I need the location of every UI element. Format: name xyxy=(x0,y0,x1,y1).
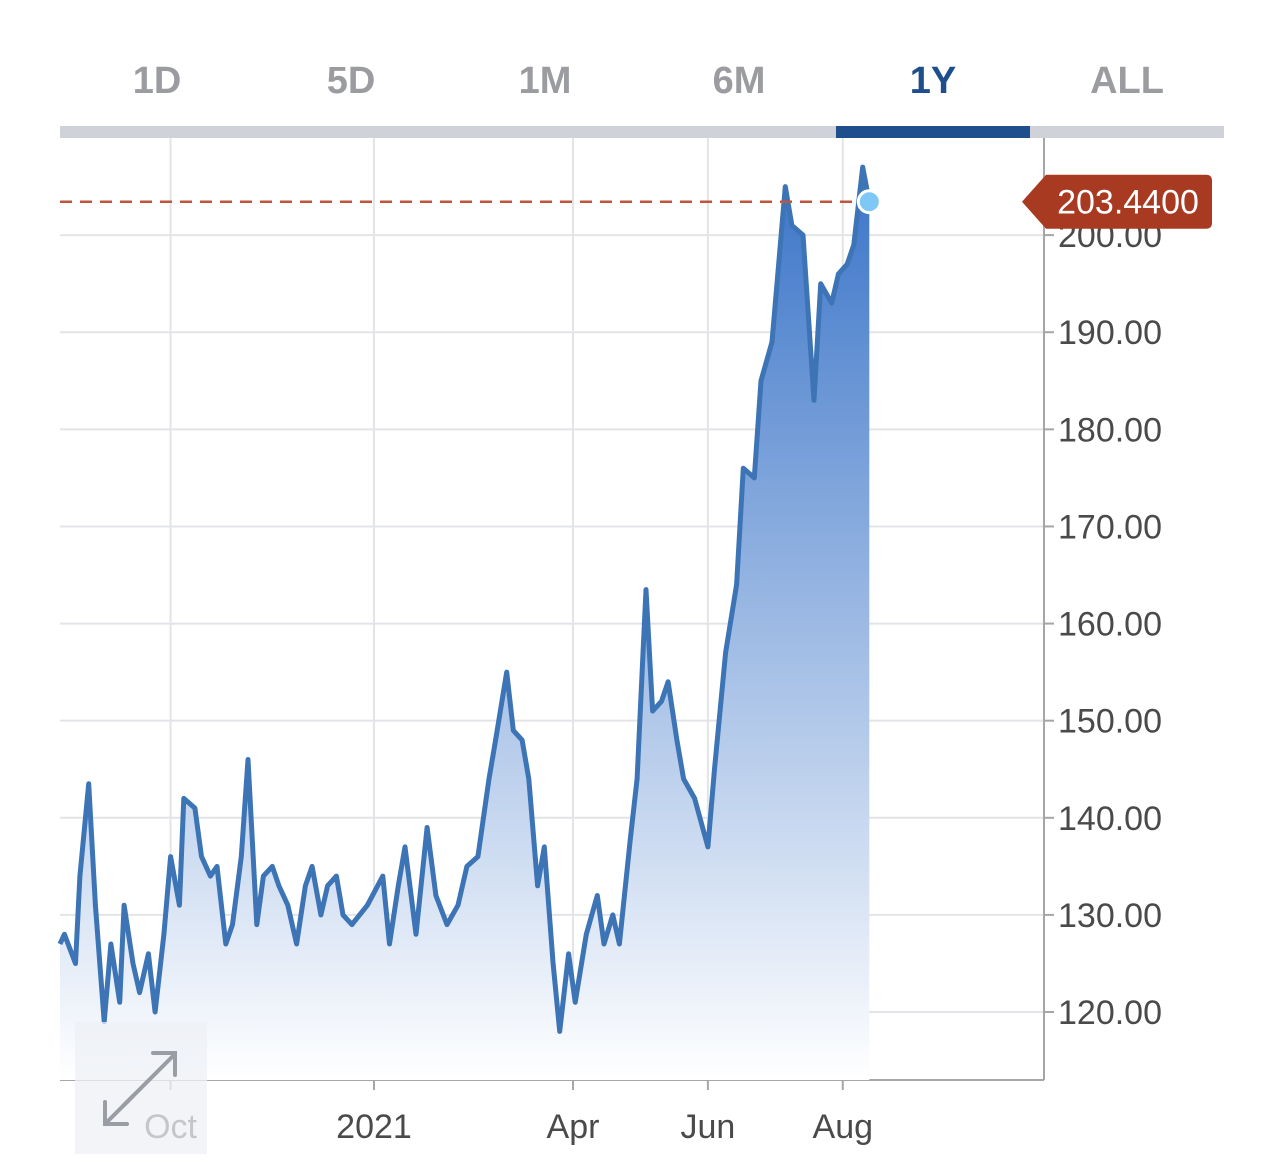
tab-1y[interactable]: 1Y xyxy=(836,40,1030,138)
price-line xyxy=(57,164,872,1034)
tab-label: 6M xyxy=(712,60,766,102)
tab-label: 1D xyxy=(132,60,182,102)
current-price-tag xyxy=(1022,174,1212,229)
current-price-dot xyxy=(856,189,882,215)
tab-6m[interactable]: 6M xyxy=(642,40,836,138)
tab-underline xyxy=(60,126,254,138)
y-tick-label: 160.00 xyxy=(1058,606,1162,644)
tab-underline xyxy=(836,126,1030,138)
tab-underline xyxy=(254,126,448,138)
range-tabs: 1D 5D 1M 6M 1Y ALL xyxy=(60,40,1224,138)
expand-icon xyxy=(103,1051,177,1126)
price-area xyxy=(60,167,870,1081)
y-tick-label: 120.00 xyxy=(1058,994,1162,1032)
tab-1d[interactable]: 1D xyxy=(60,40,254,138)
tab-1m[interactable]: 1M xyxy=(448,40,642,138)
tab-underline xyxy=(642,126,836,138)
tab-all[interactable]: ALL xyxy=(1030,40,1224,138)
tab-underline xyxy=(448,126,642,138)
tab-label: ALL xyxy=(1090,60,1164,102)
current-price-label: 203.4400 xyxy=(1057,184,1199,222)
y-tick-label: 140.00 xyxy=(1058,800,1162,838)
tab-label: 5D xyxy=(326,60,376,102)
tab-underline xyxy=(1030,126,1224,138)
tab-label: 1M xyxy=(518,60,572,102)
y-tick-label: 150.00 xyxy=(1058,703,1162,741)
y-tick-label: 170.00 xyxy=(1058,508,1162,546)
x-tick-label: Aug xyxy=(813,1108,874,1146)
y-tick-label: 180.00 xyxy=(1058,411,1162,449)
x-tick-label: Jun xyxy=(680,1108,735,1146)
expand-button[interactable] xyxy=(75,1022,207,1154)
y-tick-label: 190.00 xyxy=(1058,314,1162,352)
tab-label: 1Y xyxy=(909,60,957,102)
y-tick-label: 130.00 xyxy=(1058,897,1162,935)
x-tick-label: Apr xyxy=(547,1108,600,1146)
tab-5d[interactable]: 5D xyxy=(254,40,448,138)
x-tick-label: 2021 xyxy=(336,1108,412,1146)
